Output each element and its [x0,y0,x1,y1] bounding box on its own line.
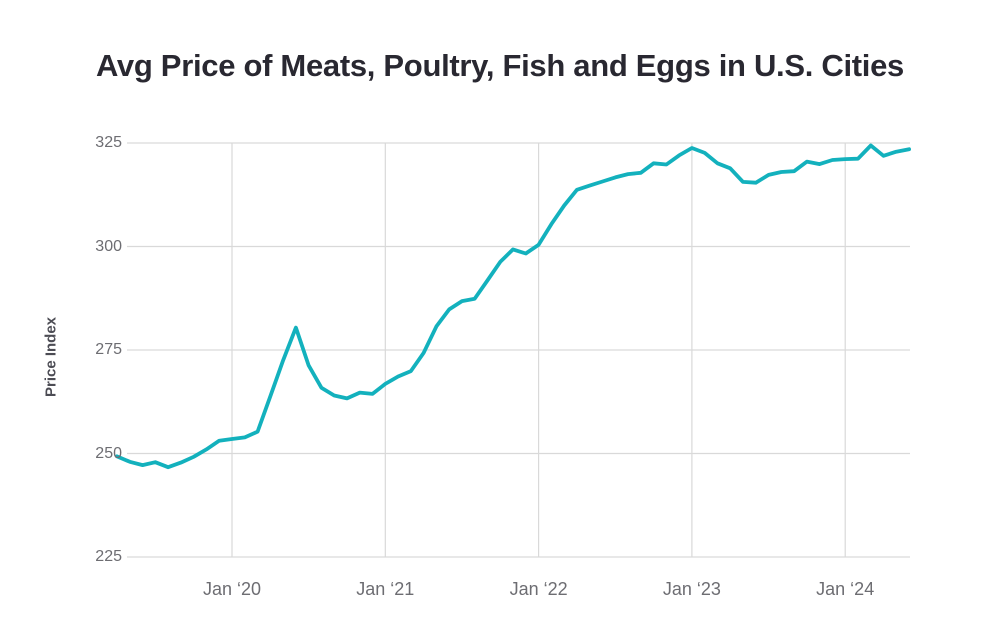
y-tick-label: 325 [95,134,122,151]
y-tick-label: 225 [95,548,122,565]
price-line-series [115,143,911,470]
x-tick-label: Jan ‘24 [816,579,875,599]
y-tick-label: 300 [95,237,122,255]
y-tick-label: 275 [95,341,122,358]
x-tick-label: Jan ‘22 [509,579,568,599]
chart-title: Avg Price of Meats, Poultry, Fish and Eg… [95,48,904,83]
x-tick-label: Jan ‘20 [202,579,262,599]
gridlines [127,142,910,558]
x-tick-label: Jan ‘23 [662,579,721,599]
y-tick-label: 250 [95,444,122,462]
x-tick-label: Jan ‘21 [356,579,415,599]
